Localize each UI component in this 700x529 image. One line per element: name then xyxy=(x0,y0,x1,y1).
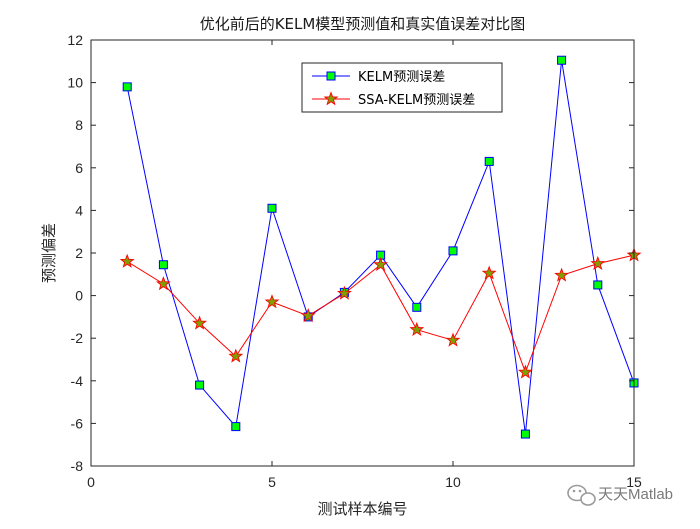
data-point xyxy=(228,348,244,363)
y-tick-label: -6 xyxy=(71,415,84,431)
data-point xyxy=(155,276,171,291)
y-tick-label: 2 xyxy=(75,245,83,261)
y-tick-label: 4 xyxy=(75,202,83,218)
data-point xyxy=(554,267,570,282)
data-point xyxy=(122,82,132,92)
data-point xyxy=(336,285,352,300)
y-tick-label: 10 xyxy=(67,75,83,91)
y-tick-label: -2 xyxy=(71,330,84,346)
data-point xyxy=(158,260,168,270)
data-point xyxy=(267,203,277,213)
series-ssa-kelm xyxy=(119,247,642,379)
y-axis-label: 预测偏差 xyxy=(40,223,58,283)
chart-title: 优化前后的KELM模型预测值和真实值误差对比图 xyxy=(200,15,526,33)
legend-label: KELM预测误差 xyxy=(358,70,445,85)
y-tick-label: -8 xyxy=(71,458,84,474)
data-point xyxy=(590,255,606,270)
data-point xyxy=(119,253,135,268)
data-point xyxy=(448,246,458,256)
data-point xyxy=(192,315,208,330)
y-tick-label: 0 xyxy=(75,288,83,304)
x-axis-label: 测试样本编号 xyxy=(317,500,407,518)
labels-layer: 0 5 10 15 -8 -6 -4 -2 0 2 4 6 8 10 12 优化前后的KELM模型预测值和真实… xyxy=(40,15,642,518)
data-point xyxy=(520,429,530,439)
y-tick-label: -4 xyxy=(71,373,84,389)
data-point xyxy=(557,55,567,65)
data-point xyxy=(195,380,205,390)
data-point xyxy=(517,364,533,379)
data-point xyxy=(484,156,494,166)
series-layer xyxy=(119,55,642,439)
watermark-text: 天天Matlab xyxy=(598,486,673,503)
watermark: 天天Matlab xyxy=(567,484,673,506)
y-tick-label: 12 xyxy=(67,32,83,48)
y-tick-label: 6 xyxy=(75,160,83,176)
legend: KELM预测误差 SSA-KELM预测误差 xyxy=(301,62,503,113)
data-point xyxy=(264,294,280,309)
data-point xyxy=(481,265,497,280)
legend-entry: SSA-KELM预测误差 xyxy=(312,91,475,108)
wechat-icon xyxy=(567,484,596,506)
data-point xyxy=(373,256,389,272)
y-tick-label: 8 xyxy=(75,117,83,133)
data-point xyxy=(300,308,316,323)
data-point xyxy=(445,332,461,347)
legend-label: SSA-KELM预测误差 xyxy=(358,93,475,108)
data-point xyxy=(409,321,425,336)
legend-marker xyxy=(326,71,336,81)
axes-layer xyxy=(90,39,635,467)
data-point xyxy=(593,280,603,290)
x-tick-label: 10 xyxy=(445,474,461,490)
legend-entry: KELM预测误差 xyxy=(312,70,445,85)
legend-marker xyxy=(323,91,339,106)
data-point xyxy=(412,302,422,312)
data-point xyxy=(231,422,241,432)
x-tick-label: 0 xyxy=(87,474,95,490)
legend-box xyxy=(301,62,503,113)
x-tick-label: 5 xyxy=(268,474,276,490)
x-tick-label: 15 xyxy=(626,474,642,490)
